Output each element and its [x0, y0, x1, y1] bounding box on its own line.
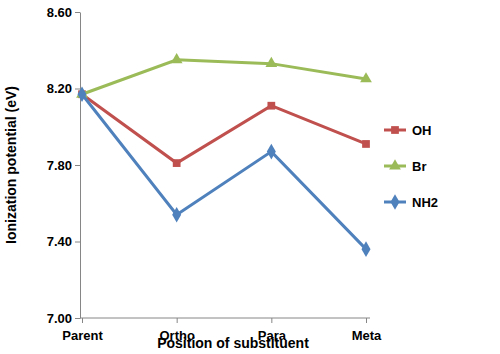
series — [78, 86, 371, 256]
y-tick-mark — [75, 12, 80, 13]
legend-label: Br — [412, 159, 426, 174]
legend: OH Br NH2 — [384, 123, 438, 210]
marker — [78, 86, 87, 102]
x-tick-label: Parent — [62, 328, 103, 343]
y-tick-label: 8.60 — [47, 5, 72, 20]
marker — [360, 72, 372, 82]
legend-entry: OH — [384, 123, 432, 138]
y-tick-mark — [75, 89, 80, 90]
y-axis-title: Ionization potential (eV) — [3, 86, 19, 244]
series — [78, 90, 370, 167]
y-tick-label: 7.00 — [47, 311, 72, 326]
x-tick-mark — [271, 318, 272, 323]
x-tick: Parent — [62, 318, 103, 343]
legend-entry: NH2 — [384, 194, 438, 210]
chart: 7.007.407.808.208.60ParentOrthoParaMetaP… — [0, 0, 500, 354]
y-tick-mark — [75, 318, 80, 319]
legend-marker — [391, 126, 399, 134]
y-tick: 8.20 — [47, 81, 80, 96]
series-line — [82, 60, 366, 94]
marker — [172, 207, 181, 223]
plot-area — [76, 53, 372, 257]
marker — [171, 53, 183, 63]
y-tick-mark — [75, 242, 80, 243]
legend-label: OH — [412, 123, 432, 138]
y-tick: 7.00 — [47, 311, 80, 326]
y-tick-label: 7.40 — [47, 234, 72, 249]
y-axis-line — [80, 13, 81, 319]
legend-marker — [391, 194, 400, 210]
legend-entry: Br — [384, 159, 426, 174]
marker — [267, 102, 275, 110]
series — [76, 53, 372, 98]
x-tick-mark — [177, 318, 178, 323]
marker — [173, 159, 181, 167]
marker — [265, 57, 277, 67]
y-tick: 8.60 — [47, 5, 80, 20]
y-tick-mark — [75, 165, 80, 166]
series-line — [82, 94, 366, 249]
legend-marker — [389, 159, 401, 169]
legend-label: NH2 — [412, 195, 438, 210]
y-tick-label: 7.80 — [47, 158, 72, 173]
x-tick: Meta — [352, 318, 382, 343]
marker — [362, 140, 370, 148]
series-line — [82, 94, 366, 163]
y-tick-label: 8.20 — [47, 81, 72, 96]
marker — [362, 241, 371, 257]
x-tick-mark — [82, 318, 83, 323]
y-axis: 7.00 7.40 7.80 8.20 8.60 — [47, 5, 81, 326]
x-axis-title: Position of substituent — [157, 335, 309, 351]
marker — [267, 144, 276, 160]
y-tick: 7.40 — [47, 234, 80, 249]
x-axis-line — [80, 318, 370, 319]
x-tick-label: Meta — [352, 328, 382, 343]
x-tick-mark — [366, 318, 367, 323]
y-tick: 7.80 — [47, 158, 80, 173]
